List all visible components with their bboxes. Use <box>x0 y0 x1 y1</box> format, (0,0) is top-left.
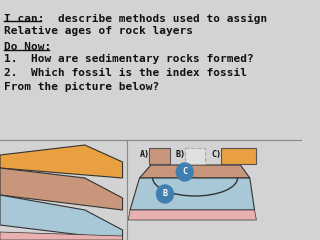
FancyBboxPatch shape <box>220 148 256 164</box>
FancyBboxPatch shape <box>149 148 170 164</box>
Text: I can:  describe methods used to assign: I can: describe methods used to assign <box>4 14 267 24</box>
Text: Do Now:: Do Now: <box>4 42 51 52</box>
Polygon shape <box>0 195 123 240</box>
Text: B): B) <box>175 150 185 159</box>
FancyBboxPatch shape <box>185 148 205 164</box>
Polygon shape <box>0 232 123 240</box>
Circle shape <box>156 185 173 203</box>
Text: 1.  How are sedimentary rocks formed?: 1. How are sedimentary rocks formed? <box>4 54 253 64</box>
Polygon shape <box>130 178 254 210</box>
Text: From the picture below?: From the picture below? <box>4 82 159 92</box>
Text: C): C) <box>211 150 221 159</box>
Polygon shape <box>0 168 123 210</box>
Text: Relative ages of rock layers: Relative ages of rock layers <box>4 26 193 36</box>
Text: 2.  Which fossil is the index fossil: 2. Which fossil is the index fossil <box>4 68 247 78</box>
Text: C: C <box>182 168 187 176</box>
Polygon shape <box>128 210 256 220</box>
Polygon shape <box>140 165 250 178</box>
Text: A): A) <box>140 150 149 159</box>
Circle shape <box>176 163 193 181</box>
Polygon shape <box>0 145 123 178</box>
Text: B: B <box>163 190 167 198</box>
